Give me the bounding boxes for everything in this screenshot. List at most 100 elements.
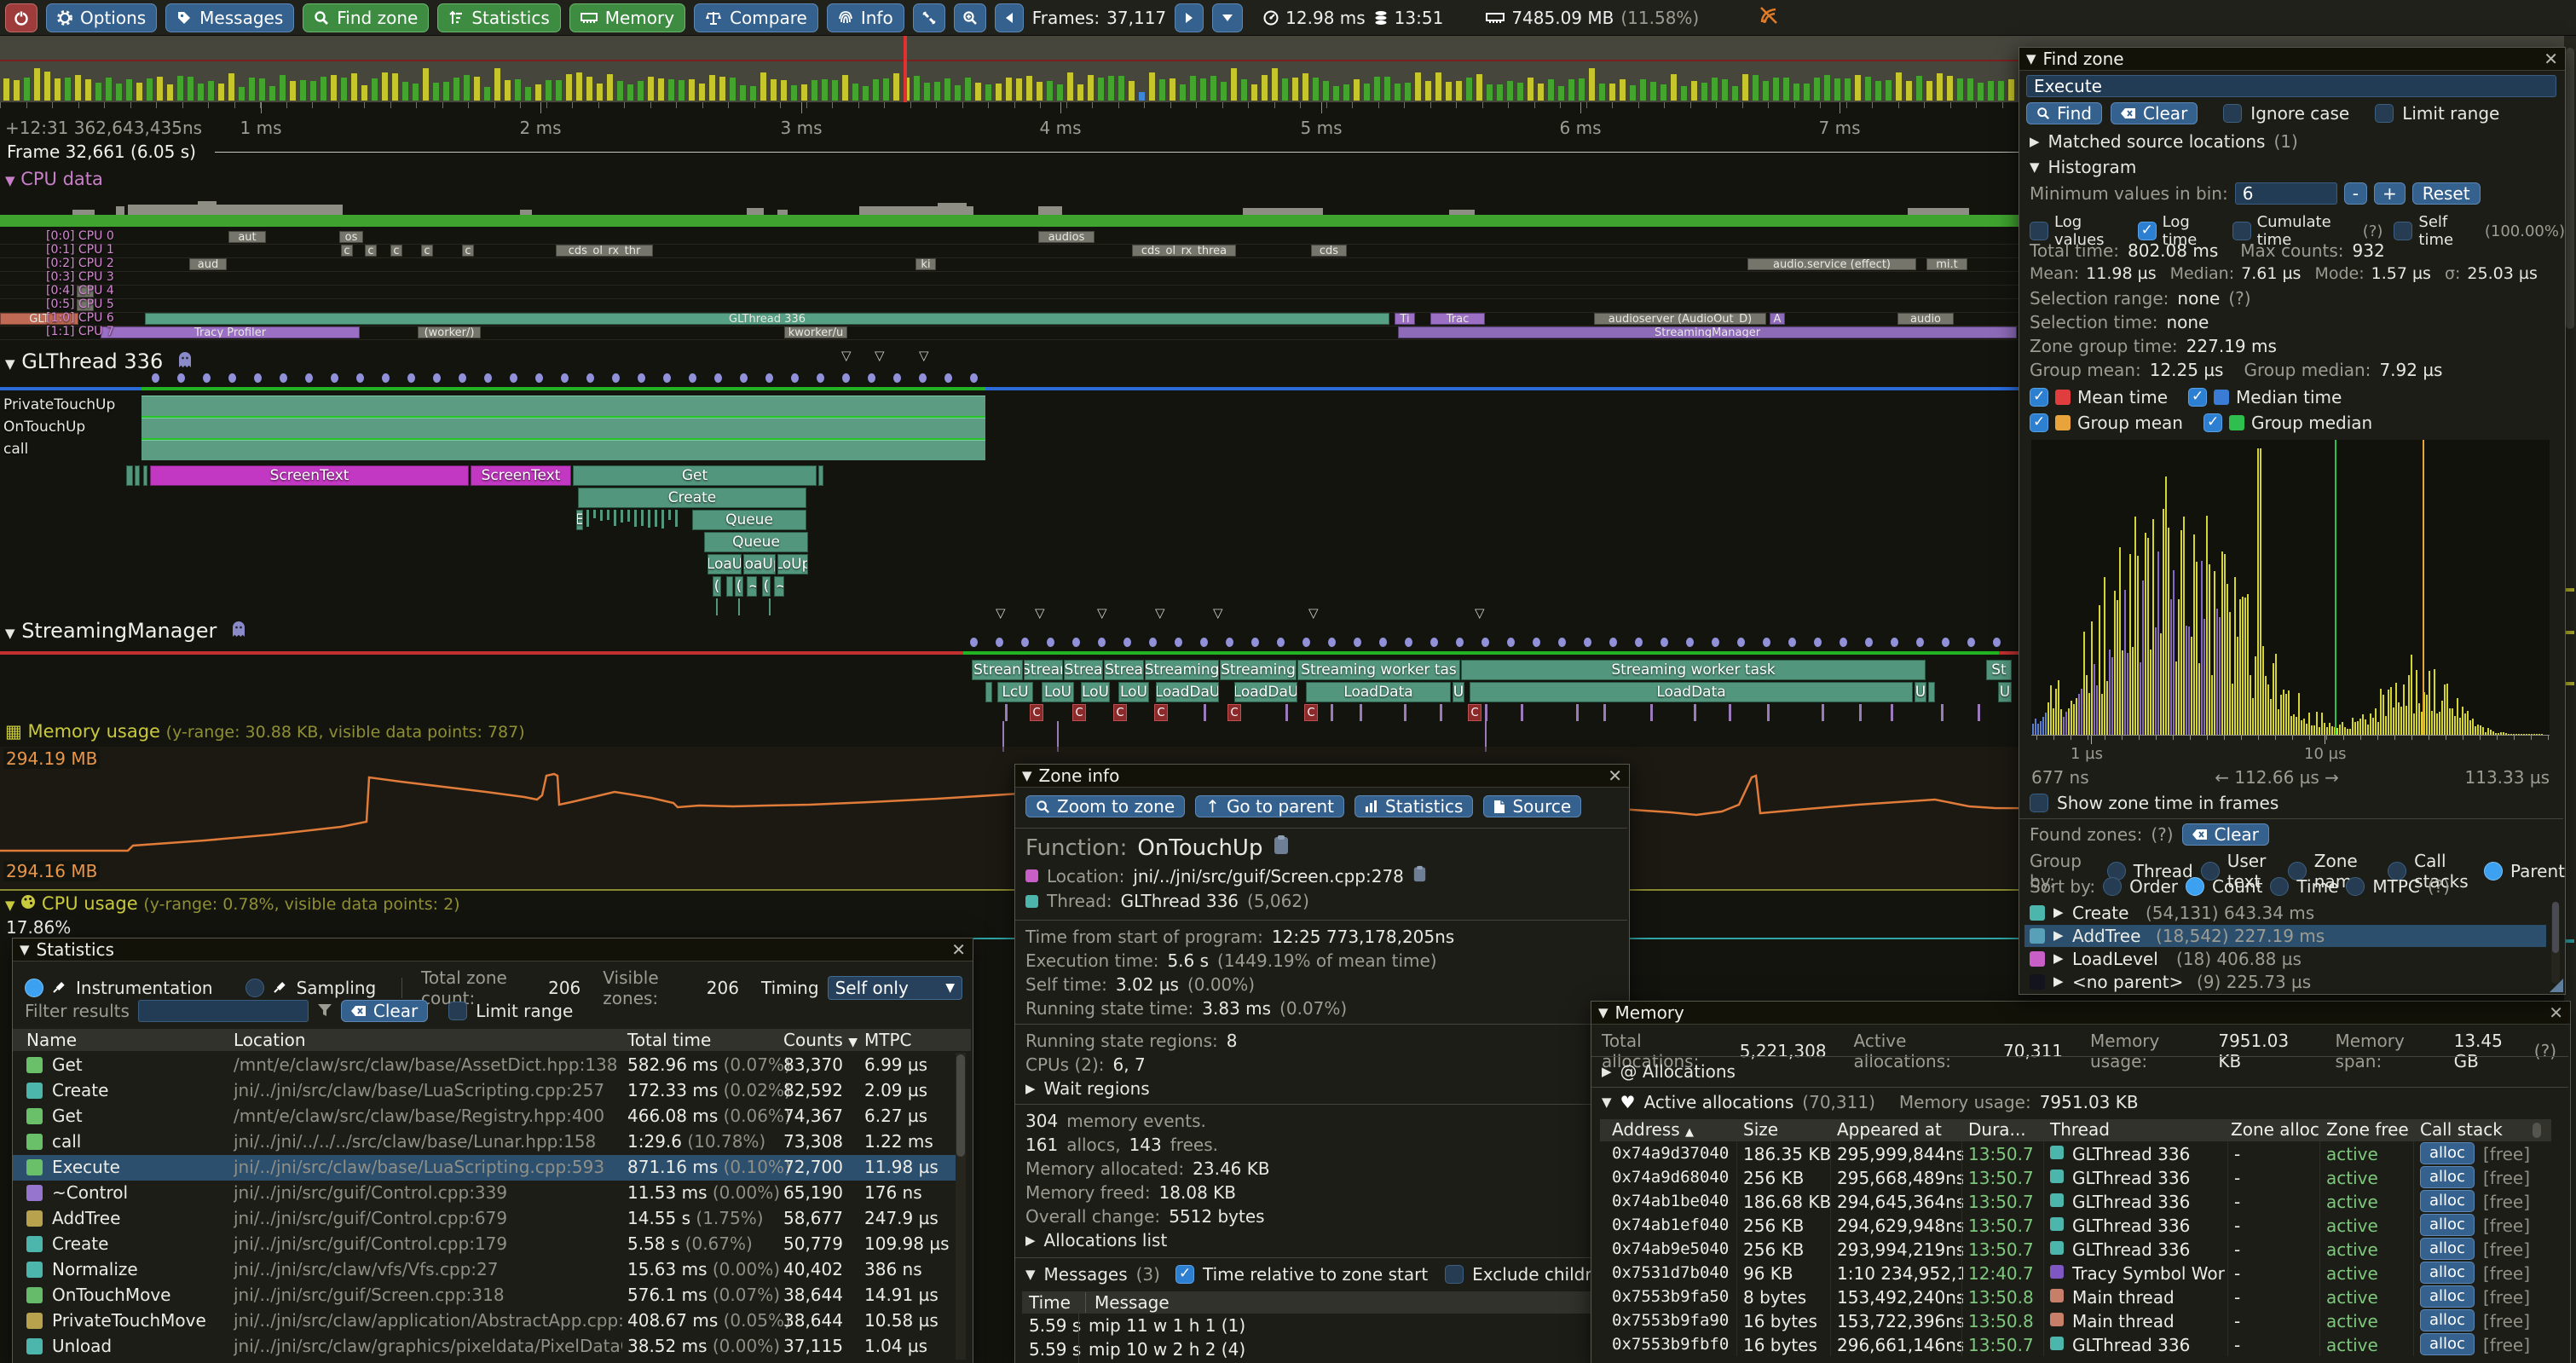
alloc-thread[interactable]: GLThread 336 [2072,1168,2191,1188]
timeline-zone[interactable] [985,682,992,702]
message-tick[interactable] [1576,704,1580,721]
legend-group-median-checkbox[interactable] [2203,413,2222,432]
help-icon[interactable]: (?) [2533,1041,2557,1061]
timeline-zone[interactable]: Streaming worker tas [1297,660,1460,680]
fz-limit-range-checkbox[interactable] [2375,104,2394,123]
alloc-appeared[interactable]: 294,629,948ns [1837,1216,1963,1236]
message-tick[interactable] [1404,704,1407,721]
col-total-time[interactable]: Total time [627,1030,712,1050]
alloc-callstack-button[interactable]: alloc [2420,1333,2475,1355]
table-row[interactable]: Normalize jni/../jni/src/claw/vfs/Vfs.cpp… [13,1257,956,1283]
alloc-callstack-button[interactable]: alloc [2420,1142,2475,1164]
message-tick[interactable] [1603,704,1607,721]
min-bin-input[interactable]: 6 [2234,182,2337,205]
message-tick[interactable] [1649,704,1653,721]
prev-frame-button[interactable] [994,3,1024,32]
frame-playhead[interactable] [904,36,907,102]
table-row[interactable]: Get/mnt/e/claw/src/claw/base/Registry.hp… [13,1104,956,1129]
sample-dot[interactable] [586,373,594,383]
timeline-zone[interactable] [135,465,140,486]
find-zone-histogram[interactable] [2031,440,2550,735]
sample-dot[interactable] [177,373,185,383]
cpu-zone[interactable]: A [1770,313,1785,325]
clipboard-icon[interactable] [1273,835,1290,861]
message-tick[interactable] [1858,704,1862,721]
zone-statistics-button[interactable]: Statistics [1354,795,1474,817]
timeline-zone[interactable]: Strean [972,660,1023,680]
sort-by-radio-mtpc[interactable] [2346,877,2365,896]
min-bin-plus-button[interactable]: + [2373,182,2406,205]
alloc-zone-free[interactable]: active [2326,1311,2378,1331]
alloc-address[interactable]: 0x7531d7b040 [1612,1263,1730,1282]
sample-dot[interactable] [1967,638,1975,647]
alloc-thread[interactable]: Tracy Symbol Work [2072,1263,2226,1284]
timeline-zone[interactable]: ( [762,576,771,597]
message-tick[interactable] [1729,704,1732,721]
timeline-zone[interactable] [818,465,823,486]
timeline-zone[interactable]: Create [578,488,806,508]
sample-dot[interactable] [1609,638,1617,647]
msg-col-message[interactable]: Message [1085,1292,1170,1313]
memory-button[interactable]: Memory [569,3,686,32]
stack-zone[interactable] [142,440,985,460]
timeline-zone[interactable]: LoUp [777,554,808,575]
time-relative-checkbox[interactable] [1175,1265,1194,1284]
alloc-callstack-button[interactable]: alloc [2420,1285,2475,1308]
cpu-zone[interactable]: aud [189,258,227,270]
statistics-button[interactable]: Statistics [437,3,561,32]
sample-dot[interactable] [1737,638,1745,647]
message-row[interactable]: 5.59 s mip 11 w 1 h 1 (1) [1022,1314,1620,1337]
cpu-zone[interactable] [77,286,94,297]
timeline-zone[interactable]: LoaU [708,554,742,575]
timeline-zone[interactable]: Strea [1104,660,1144,680]
timeline-zone[interactable]: LcU [997,682,1033,702]
cpu-zone[interactable]: GLT [0,313,78,325]
timeline-zone[interactable]: U [1915,682,1926,702]
cpu-zone[interactable]: audioserver (AudioOut_D) [1594,313,1766,325]
table-row[interactable]: 0x7553b9fa90 16 bytes 153,722,396ns 13:50.8… [1600,1308,2551,1332]
zone-marker-icon[interactable]: ▽ [841,348,852,363]
cumulate-time-checkbox[interactable] [2232,222,2251,240]
table-row[interactable]: 0x7553b9fa50 8 bytes 153,492,240ns 13:50.8 M… [1600,1285,2551,1308]
close-icon[interactable]: ✕ [2544,49,2558,69]
cpu-zone[interactable]: Tracy Profiler [101,326,360,338]
message-tick[interactable] [1005,704,1008,721]
free-callstack-link[interactable]: [free] [2483,1144,2531,1164]
sample-dot[interactable] [356,373,364,383]
sample-dot[interactable] [1251,638,1259,647]
sort-by-radio-order[interactable] [2103,877,2123,896]
active-allocations-row[interactable]: ▼ ♥ Active allocations (70,311) Memory u… [1602,1092,2139,1112]
allocations-list-expander[interactable]: ▶ Allocations list [1025,1230,1168,1250]
msg-col-time[interactable]: Time [1029,1292,1071,1313]
allocations-expander[interactable]: ▶ @ Allocations [1602,1061,1736,1082]
sample-dot[interactable] [1533,638,1540,647]
timeline-zone[interactable]: Streaming [1145,660,1219,680]
sample-dot[interactable] [1405,638,1412,647]
sample-dot[interactable] [944,373,952,383]
group-by-radio-parent[interactable] [2483,862,2503,881]
alloc-thread[interactable]: GLThread 336 [2072,1216,2191,1236]
alloc-address[interactable]: 0x74a9d68040 [1612,1168,1730,1187]
cpu-zone[interactable]: Ti [1395,313,1415,325]
sample-dot[interactable] [714,373,722,383]
sample-dot[interactable] [228,373,236,383]
alloc-appeared[interactable]: 294,645,364ns [1837,1192,1963,1212]
free-callstack-link[interactable]: [free] [2483,1311,2531,1331]
legend-median-time-checkbox[interactable] [2188,388,2208,407]
zone-marker-icon[interactable]: ▽ [1213,605,1223,621]
sample-dot[interactable] [1047,638,1054,647]
sample-dot[interactable] [1686,638,1694,647]
alloc-callstack-button[interactable]: alloc [2420,1262,2475,1284]
col-mtpc[interactable]: MTPC [864,1030,912,1050]
alloc-appeared[interactable]: 295,999,844ns [1837,1144,1963,1164]
compare-button[interactable]: Compare [694,3,818,32]
sample-dot[interactable] [842,373,850,383]
timeline-zone[interactable]: LoU [1118,682,1149,702]
zoom-to-zone-button[interactable]: Zoom to zone [1025,795,1186,817]
table-row[interactable]: Execute jni/../jni/src/claw/base/LuaScrip… [13,1155,956,1181]
col-appeared[interactable]: Appeared at [1837,1119,1942,1140]
alloc-callstack-button[interactable]: alloc [2420,1238,2475,1260]
legend-group-mean-checkbox[interactable] [2030,413,2048,432]
table-row[interactable]: PrivateTouchMove jni/../jni/src/claw/appl… [13,1308,956,1334]
sample-dot[interactable] [280,373,287,383]
